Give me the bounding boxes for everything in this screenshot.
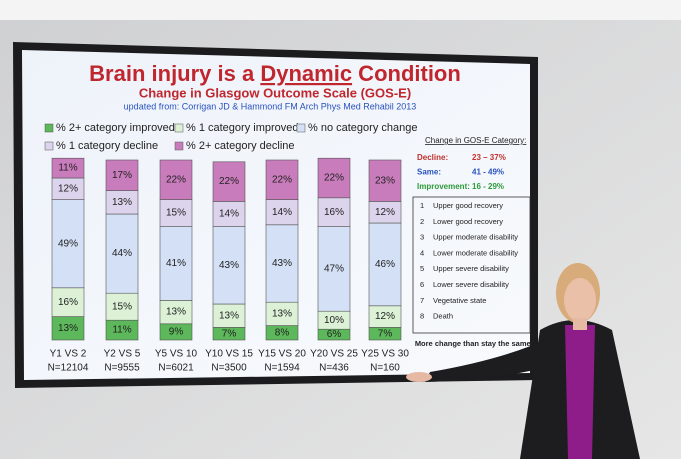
legend-label: % 2+ category improved xyxy=(56,122,175,134)
legend-swatch xyxy=(175,124,183,132)
value-label: 46% xyxy=(375,259,395,270)
sample-size: N=1594 xyxy=(264,363,300,374)
value-label: 14% xyxy=(272,207,292,218)
value-label: 41% xyxy=(166,258,186,269)
legend-label: % 1 category improved xyxy=(186,122,299,134)
value-label: 16% xyxy=(58,297,78,308)
value-label: 11% xyxy=(58,163,77,174)
scale-label: Upper good recovery xyxy=(433,201,503,210)
legend-label: % no category change xyxy=(308,122,417,134)
scale-number: 3 xyxy=(420,233,424,242)
value-label: 14% xyxy=(219,209,239,220)
scale-number: 6 xyxy=(420,280,424,289)
sample-size: N=9555 xyxy=(104,363,140,374)
value-label: 43% xyxy=(219,260,239,271)
category-label: Y25 VS 30 xyxy=(361,349,409,360)
value-label: 23% xyxy=(375,175,395,186)
value-label: 13% xyxy=(166,307,186,318)
value-label: 13% xyxy=(219,310,239,321)
legend-swatch xyxy=(45,124,53,132)
scale-label: Lower good recovery xyxy=(433,217,503,226)
sample-size: N=12104 xyxy=(48,363,89,374)
title-part: Condition xyxy=(352,61,461,86)
category-label: Y20 VS 25 xyxy=(310,349,358,360)
shirt xyxy=(565,325,595,459)
legend-swatch xyxy=(45,142,53,150)
value-label: 22% xyxy=(324,173,344,184)
sample-size: N=6021 xyxy=(158,363,194,374)
scale-number: 8 xyxy=(420,312,424,321)
category-label: Y2 VS 5 xyxy=(104,349,141,360)
legend-label: % 2+ category decline xyxy=(186,140,295,152)
legend-swatch xyxy=(297,124,305,132)
scale-label: Lower severe disability xyxy=(433,280,509,289)
scale-number: 4 xyxy=(420,248,424,257)
range-value: 16 - 29% xyxy=(472,182,504,191)
category-label: Y15 VS 20 xyxy=(258,349,306,360)
category-label: Y10 VS 15 xyxy=(205,349,253,360)
slide-subtitle: Change in Glasgow Outcome Scale (GOS-E) xyxy=(139,85,411,100)
range-value: 23 – 37% xyxy=(472,153,506,162)
sample-size: N=160 xyxy=(370,363,400,374)
slide-title: Brain injury is a Dynamic Condition xyxy=(89,61,461,86)
sample-size: N=436 xyxy=(319,363,349,374)
source: updated from: Corrigan JD & Hammond FM A… xyxy=(124,101,417,111)
category-label: Y5 VS 10 xyxy=(155,349,198,360)
value-label: 12% xyxy=(375,311,395,322)
ceiling xyxy=(0,0,681,20)
scale-label: Vegetative state xyxy=(433,296,486,305)
value-label: 13% xyxy=(112,197,132,208)
value-label: 10% xyxy=(324,315,344,326)
value-label: 22% xyxy=(219,176,239,187)
value-label: 15% xyxy=(166,208,186,219)
value-label: 15% xyxy=(112,301,132,312)
scale-number: 2 xyxy=(420,217,424,226)
scale-number: 7 xyxy=(420,296,424,305)
face xyxy=(564,278,596,322)
scene: Brain injury is a Dynamic Condition Chan… xyxy=(0,0,681,459)
value-label: 17% xyxy=(112,170,132,181)
value-label: 43% xyxy=(272,258,292,269)
value-label: 16% xyxy=(324,207,344,218)
legend-label: % 1 category decline xyxy=(56,140,158,152)
scale-number: 1 xyxy=(420,201,424,210)
legend-swatch xyxy=(175,142,183,150)
value-label: 12% xyxy=(375,207,395,218)
neck xyxy=(573,318,587,330)
value-label: 49% xyxy=(58,238,78,249)
scale-label: Upper severe disability xyxy=(433,264,509,273)
scale-number: 5 xyxy=(420,264,424,273)
value-label: 7% xyxy=(378,328,393,339)
scale-label: Lower moderate disability xyxy=(433,248,518,257)
value-label: 12% xyxy=(58,183,78,194)
value-label: 11% xyxy=(112,325,131,336)
value-label: 6% xyxy=(327,329,342,340)
scale-label: Death xyxy=(433,312,453,321)
range-value: 41 - 49% xyxy=(472,168,504,177)
value-label: 7% xyxy=(222,328,237,339)
value-label: 13% xyxy=(272,309,292,320)
panel-heading: Change in GOS-E Category: xyxy=(425,136,526,145)
value-label: 44% xyxy=(112,248,132,259)
value-label: 9% xyxy=(169,327,184,338)
value-label: 22% xyxy=(166,174,186,185)
title-part: Dynamic xyxy=(260,61,352,86)
range-label: Same: xyxy=(417,168,441,177)
value-label: 13% xyxy=(58,323,78,334)
value-label: 47% xyxy=(324,264,344,275)
panel-footer: More change than stay the same! xyxy=(415,339,533,348)
title-part: Brain injury is a xyxy=(89,61,260,86)
sample-size: N=3500 xyxy=(211,363,247,374)
hand xyxy=(406,372,432,382)
value-label: 22% xyxy=(272,174,292,185)
scale-label: Upper moderate disability xyxy=(433,233,518,242)
value-label: 8% xyxy=(275,327,290,338)
range-label: Decline: xyxy=(417,153,448,162)
range-label: Improvement: xyxy=(417,182,470,191)
category-label: Y1 VS 2 xyxy=(50,349,87,360)
